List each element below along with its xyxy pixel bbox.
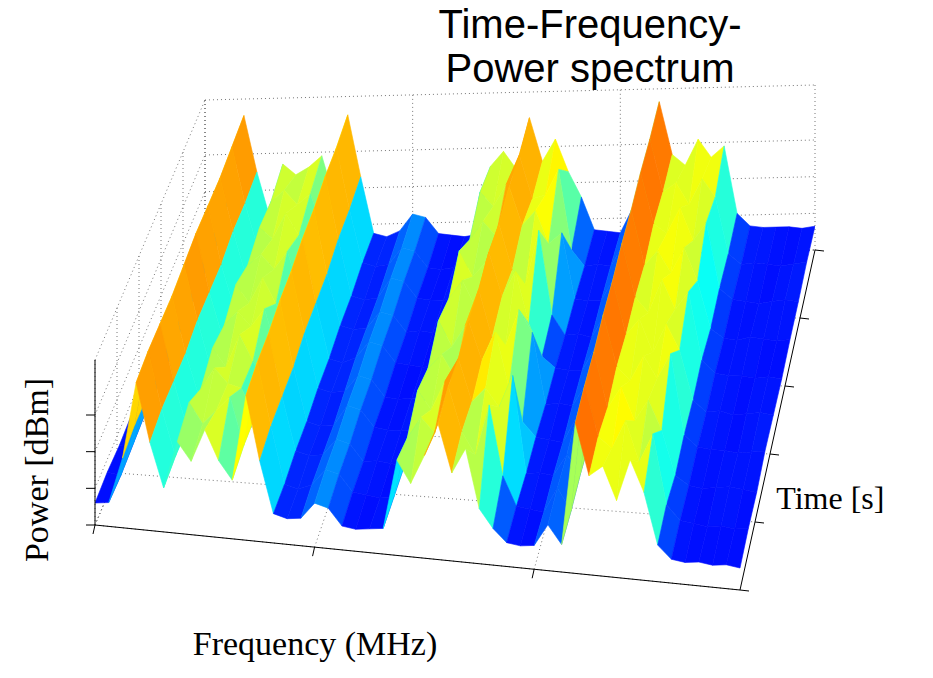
surface (95, 102, 815, 568)
z-tick (86, 415, 95, 416)
grid-line (95, 265, 205, 525)
surface-cell (785, 262, 806, 302)
surface-cell (177, 402, 202, 461)
titles: Frequency (MHz) Time [s] Power [dBm] Time-F… (18, 2, 884, 663)
y-tick (785, 386, 794, 387)
z-tick (86, 488, 95, 489)
surface-cell (726, 528, 748, 568)
y-tick (740, 590, 749, 591)
z-tick (86, 525, 95, 526)
surface-cell (777, 300, 799, 341)
x-tick (93, 525, 95, 534)
z-axis-title: Power [dBm] (18, 378, 55, 562)
y-tick (800, 318, 809, 319)
grid-line (95, 360, 96, 525)
surface-cell (760, 377, 782, 415)
box-edge (815, 85, 816, 250)
y-axis-line (740, 250, 815, 590)
y-tick (755, 522, 764, 523)
surface-cell (109, 425, 135, 502)
surface-cell (150, 409, 176, 488)
surface-cell (768, 340, 790, 380)
grid-line (95, 265, 205, 525)
x-tick (532, 569, 534, 578)
surface-cell (752, 413, 774, 452)
y-tick (815, 250, 824, 251)
box-edge (95, 265, 205, 525)
x-axis-line (95, 525, 740, 590)
surface-cell (743, 451, 765, 492)
z-axis-line (95, 360, 96, 525)
surface-cell (794, 226, 815, 264)
grid-line (95, 525, 740, 590)
chart-title: Time-Frequency-Power spectrum (438, 2, 741, 90)
grid-line (620, 90, 621, 255)
x-axis-title: Frequency (MHz) (193, 625, 438, 663)
y-tick (770, 454, 779, 455)
z-tick (86, 451, 95, 452)
surface-cell (735, 490, 757, 529)
grid (95, 85, 815, 590)
chart-title-line: Time-Frequency- (438, 2, 741, 46)
grid-line (117, 308, 118, 473)
x-tick (313, 547, 315, 556)
surface-cell (411, 417, 435, 483)
axes (86, 250, 824, 591)
chart: Frequency (MHz) Time [s] Power [dBm] Time-F… (0, 0, 933, 678)
y-axis-title: Time [s] (776, 480, 884, 516)
surface-cell (616, 420, 639, 500)
chart-title-line: Power spectrum (446, 46, 735, 90)
